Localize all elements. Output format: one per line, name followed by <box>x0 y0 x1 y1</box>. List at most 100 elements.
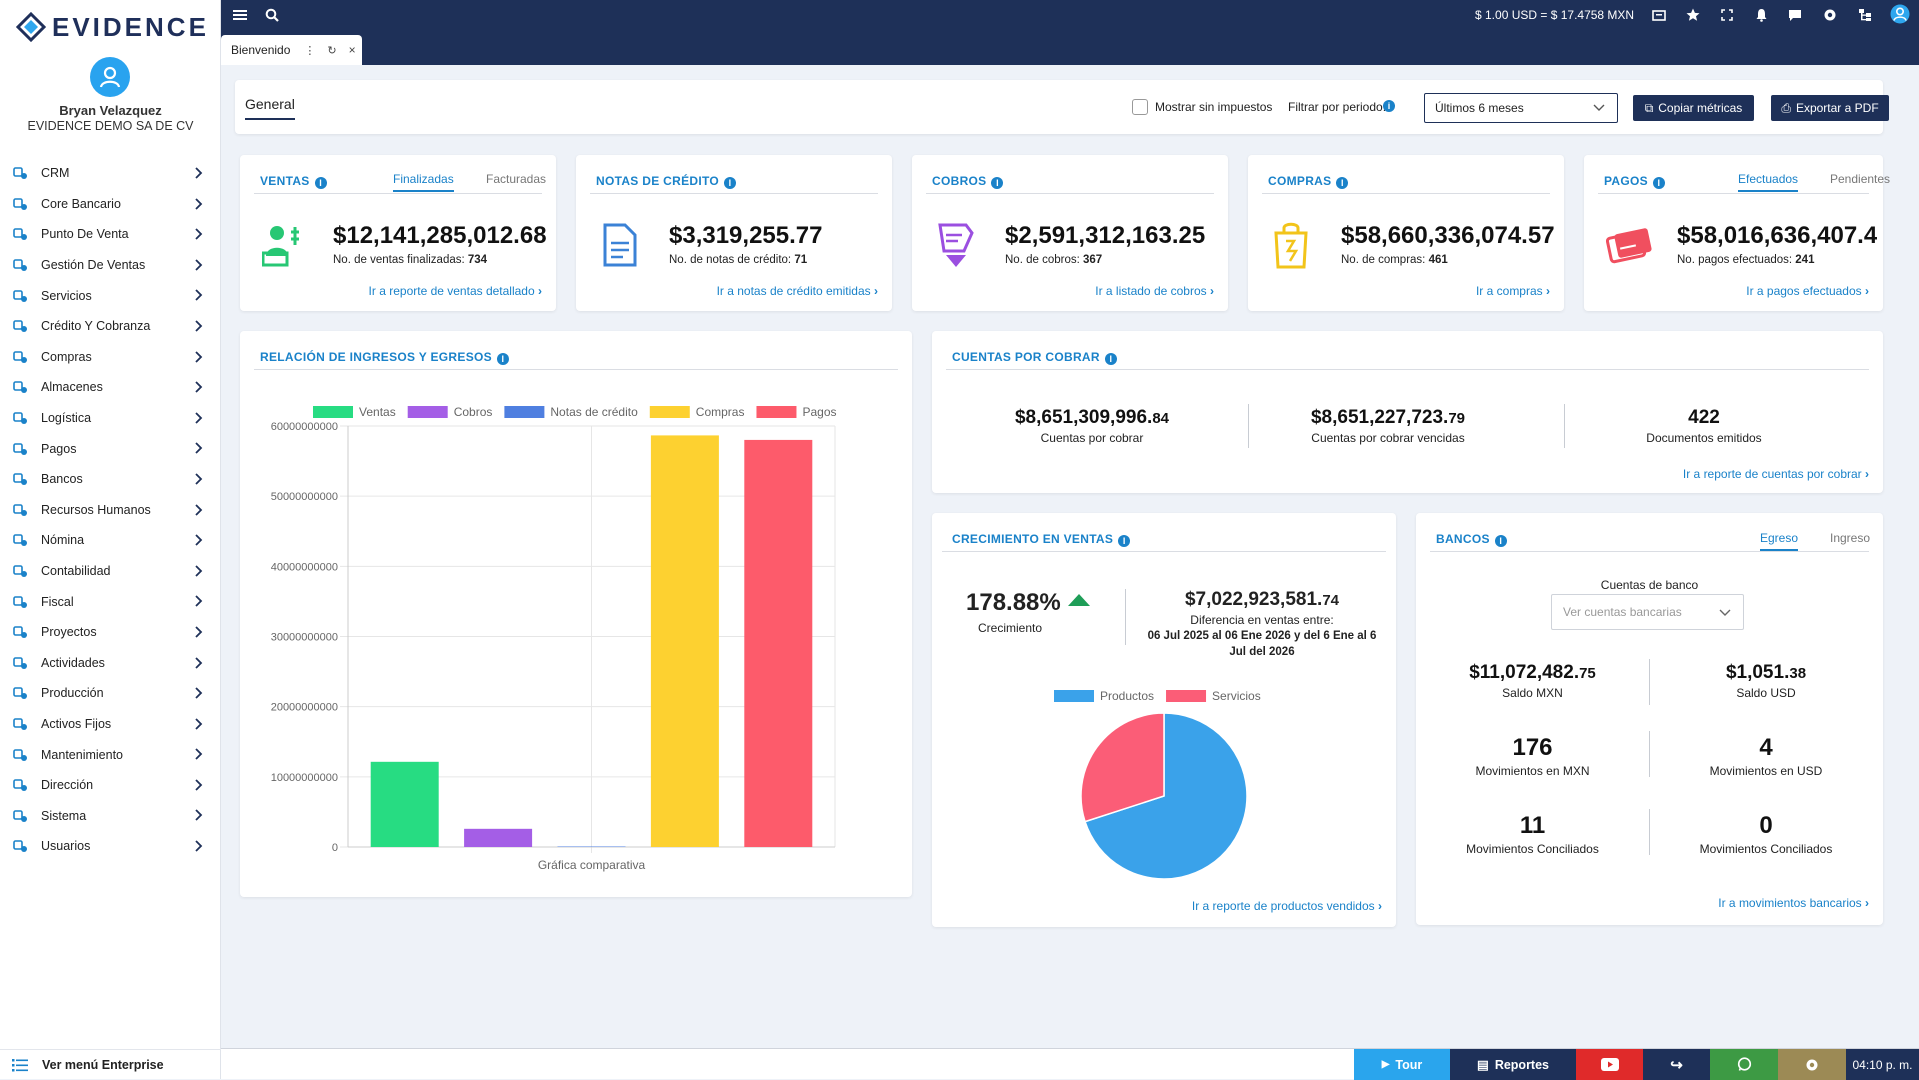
maintenance-icon <box>11 747 29 763</box>
info-icon[interactable]: i <box>314 177 327 189</box>
search-icon[interactable] <box>263 6 281 24</box>
sidebar-item-label: CRM <box>41 166 70 181</box>
warehouse-icon <box>11 379 29 395</box>
kpi-link[interactable]: Ir a listado de cobros › <box>1095 284 1214 298</box>
sidebar-item-actividades[interactable]: Actividades <box>0 648 221 679</box>
kpi-link[interactable]: Ir a pagos efectuados › <box>1746 284 1869 298</box>
sidebar-item-label: Almacenes <box>41 380 103 395</box>
export-pdf-button[interactable]: ⎙ Exportar a PDF <box>1771 95 1889 121</box>
tab-egreso[interactable]: Egreso <box>1760 531 1799 551</box>
share-button[interactable]: ↪ <box>1643 1049 1710 1080</box>
sidebar-item-crm[interactable]: CRM <box>0 158 221 189</box>
info-icon[interactable]: i <box>1118 535 1131 547</box>
info-icon[interactable]: i <box>1104 353 1117 365</box>
payroll-icon <box>11 532 29 548</box>
kpi-card-notas-credito: NOTAS DE CRÉDITO i $3,319,255.77 No. de n… <box>576 155 892 311</box>
section-title: General <box>245 96 295 120</box>
legend-swatch <box>504 406 545 418</box>
info-icon[interactable]: i <box>1494 535 1507 547</box>
sidebar-item-contabilidad[interactable]: Contabilidad <box>0 556 221 587</box>
receivables-link[interactable]: Ir a reporte de cuentas por cobrar › <box>1683 467 1869 481</box>
tab-ingreso[interactable]: Ingreso <box>1830 531 1871 545</box>
youtube-icon <box>1600 1058 1619 1071</box>
fullscreen-icon[interactable] <box>1718 6 1736 24</box>
tab-facturadas[interactable]: Facturadas <box>486 172 547 186</box>
kpi-sub-label: No. de cobros: <box>1005 254 1083 266</box>
kpi-link[interactable]: Ir a compras › <box>1476 284 1550 298</box>
info-icon[interactable]: i <box>991 177 1004 189</box>
sidebar-item-pagos[interactable]: Pagos <box>0 433 221 464</box>
chevron-right-icon <box>195 840 203 852</box>
sidebar-item-credito-y-cobranza[interactable]: Crédito Y Cobranza <box>0 311 221 342</box>
tab-menu-icon[interactable]: ⋮ <box>304 44 316 57</box>
tab-pendientes[interactable]: Pendientes <box>1830 172 1891 186</box>
sidebar-item-almacenes[interactable]: Almacenes <box>0 372 221 403</box>
taxes-checkbox[interactable] <box>1132 99 1148 115</box>
whatsapp-icon <box>1737 1057 1751 1071</box>
sidebar-item-compras[interactable]: Compras <box>0 342 221 373</box>
reports-button[interactable]: ▤ Reportes <box>1450 1049 1576 1080</box>
kpi-link[interactable]: Ir a notas de crédito emitidas › <box>717 284 878 298</box>
user-avatar[interactable] <box>90 57 130 97</box>
bell-icon[interactable] <box>1752 6 1770 24</box>
sidebar-item-direccion[interactable]: Dirección <box>0 770 221 801</box>
sidebar-item-fiscal[interactable]: Fiscal <box>0 586 221 617</box>
sidebar-item-logistica[interactable]: Logística <box>0 403 221 434</box>
support-button[interactable] <box>1778 1049 1846 1080</box>
enterprise-menu-button[interactable]: Ver menú Enterprise <box>0 1049 221 1079</box>
user-icon <box>99 66 121 88</box>
bank-accounts-placeholder: Ver cuentas bancarias <box>1563 605 1682 619</box>
sidebar-item-core-bancario[interactable]: Core Bancario <box>0 189 221 220</box>
bank-accounts-select[interactable]: Ver cuentas bancarias <box>1551 594 1744 630</box>
tour-button[interactable]: ▶ Tour <box>1354 1049 1450 1080</box>
info-icon[interactable]: i <box>1652 177 1665 189</box>
tab-finalizadas[interactable]: Finalizadas <box>393 172 454 192</box>
sitemap-icon[interactable] <box>1856 6 1874 24</box>
kpi-link[interactable]: Ir a reporte de ventas detallado › <box>369 284 542 298</box>
products-services-pie: Productos Servicios <box>1054 689 1261 880</box>
legend-label: Notas de crédito <box>550 405 638 419</box>
tab-bienvenido[interactable]: Bienvenido ⋮ ↻ × <box>221 35 362 65</box>
sidebar-item-proyectos[interactable]: Proyectos <box>0 617 221 648</box>
refresh-icon[interactable]: ↻ <box>327 44 337 57</box>
whatsapp-button[interactable] <box>1710 1049 1778 1080</box>
sidebar-item-produccion[interactable]: Producción <box>0 678 221 709</box>
tab-efectuados[interactable]: Efectuados <box>1738 172 1799 192</box>
settings-icon[interactable] <box>1821 6 1839 24</box>
profile-icon[interactable] <box>1889 3 1911 25</box>
copy-metrics-button[interactable]: ⧉ Copiar métricas <box>1633 95 1754 121</box>
kpi-value: $12,141,285,012.68 <box>333 222 547 249</box>
products-report-link[interactable]: Ir a reporte de productos vendidos › <box>1192 899 1382 913</box>
brand-logo[interactable]: EVIDENCE <box>16 12 209 42</box>
info-icon[interactable]: i <box>724 177 737 189</box>
sidebar-item-nomina[interactable]: Nómina <box>0 525 221 556</box>
sidebar-item-servicios[interactable]: Servicios <box>0 280 221 311</box>
sidebar-item-usuarios[interactable]: Usuarios <box>0 831 221 862</box>
currency-converter-icon[interactable] <box>1650 6 1668 24</box>
difference-main: $7,022,923,581. <box>1184 589 1323 610</box>
youtube-button[interactable] <box>1576 1049 1643 1080</box>
period-select[interactable]: Últimos 6 meses <box>1424 93 1618 123</box>
difference-value: $7,022,923,581.74 <box>1138 589 1386 611</box>
sidebar-item-bancos[interactable]: Bancos <box>0 464 221 495</box>
sidebar-item-recursos-humanos[interactable]: Recursos Humanos <box>0 495 221 526</box>
bank-movements-link[interactable]: Ir a movimientos bancarios › <box>1718 896 1869 910</box>
info-icon[interactable]: i <box>496 353 509 365</box>
hamburger-icon[interactable] <box>231 6 249 24</box>
sidebar-item-mantenimiento[interactable]: Mantenimiento <box>0 739 221 770</box>
chevron-right-icon <box>195 718 203 730</box>
sidebar-item-gestion-de-ventas[interactable]: Gestión De Ventas <box>0 250 221 281</box>
info-icon[interactable]: i <box>1383 100 1395 112</box>
sidebar-item-activos-fijos[interactable]: Activos Fijos <box>0 709 221 740</box>
sidebar-item-punto-de-venta[interactable]: Punto De Venta <box>0 219 221 250</box>
star-icon[interactable] <box>1684 6 1702 24</box>
bar-ventas <box>370 761 439 847</box>
card-title: CRECIMIENTO EN VENTAS i <box>952 532 1131 547</box>
sales-icon <box>262 226 299 267</box>
sidebar-item-sistema[interactable]: Sistema <box>0 800 221 831</box>
close-icon[interactable]: × <box>348 43 356 57</box>
messages-icon[interactable] <box>1786 6 1804 24</box>
chevron-right-icon <box>195 167 203 179</box>
info-icon[interactable]: i <box>1336 177 1349 189</box>
payments-icon <box>11 441 29 457</box>
